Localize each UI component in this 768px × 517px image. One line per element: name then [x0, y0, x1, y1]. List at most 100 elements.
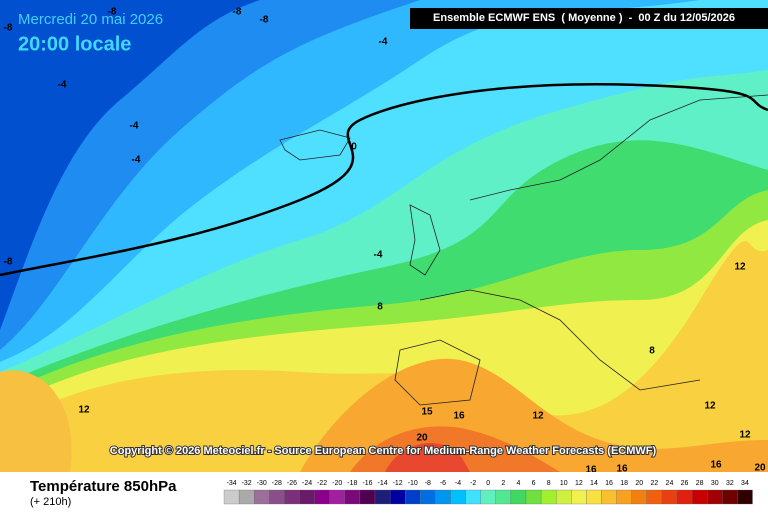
legend-label: -4: [455, 480, 461, 487]
footer-lead: (+ 210h): [30, 496, 71, 508]
contour-label: -4: [132, 155, 141, 166]
legend-swatch: [586, 489, 602, 505]
date: Mercredi 20 mai 2026: [18, 11, 163, 28]
legend-label: 26: [681, 480, 689, 487]
legend-label: 34: [741, 480, 749, 487]
legend-swatch: [616, 489, 632, 505]
contour-label: -8: [4, 23, 13, 34]
legend-label: 12: [575, 480, 583, 487]
legend-swatch: [359, 489, 376, 505]
legend-swatch: [556, 489, 572, 505]
legend-label: -32: [242, 480, 252, 487]
legend-label: -8: [425, 480, 431, 487]
legend-label: 0: [486, 480, 490, 487]
legend-swatch: [389, 489, 406, 505]
legend-swatch: [691, 489, 708, 505]
legend-swatch: [299, 489, 315, 505]
legend-swatch: [722, 489, 738, 505]
footer-title: Température 850hPa: [30, 478, 177, 495]
temperature-bands: [0, 0, 768, 472]
legend-label: -14: [377, 480, 387, 487]
contour-label: 12: [734, 262, 746, 273]
legend-label: 22: [650, 480, 658, 487]
contour-label: -4: [58, 80, 67, 91]
legend-label: 24: [666, 480, 674, 487]
copyright: Copyright © 2026 Meteociel.fr - Source E…: [110, 445, 657, 457]
legend-swatch: [631, 489, 647, 505]
contour-label: -8: [260, 15, 269, 26]
contour-label: 12: [78, 405, 90, 416]
legend-label: -18: [347, 480, 357, 487]
legend-swatch: [661, 489, 678, 505]
legend-label: 32: [726, 480, 734, 487]
legend-swatch: [646, 489, 663, 505]
contour-label: 8: [649, 346, 655, 357]
legend-swatch: [314, 489, 330, 505]
legend-label: -10: [408, 480, 418, 487]
contour-label: -8: [233, 7, 242, 18]
contour-label: 16: [710, 460, 722, 471]
legend: -34 -32 -30 -28 -26 -24 -22 -20 -18 -16 -14 -12 -10-…: [223, 480, 753, 505]
legend-label: -34: [226, 480, 236, 487]
contour-label: 20: [416, 433, 428, 444]
contour-label: 12: [739, 430, 751, 441]
legend-swatch: [269, 489, 285, 505]
legend-label: 18: [620, 480, 628, 487]
legend-label: 2: [501, 480, 505, 487]
local-time: 20:00 locale: [18, 33, 131, 55]
legend-label: -24: [302, 480, 312, 487]
legend-swatch: [435, 489, 451, 505]
legend-label: 10: [560, 480, 568, 487]
contour-label: -4: [130, 121, 139, 132]
contour-label: 8: [377, 302, 383, 313]
contour-label: 20: [754, 463, 766, 474]
legend-swatch: [344, 489, 361, 505]
legend-label: -2: [470, 480, 476, 487]
contour-label: 12: [532, 411, 544, 422]
contour-label: -8: [108, 7, 117, 18]
legend-label: 14: [590, 480, 598, 487]
legend-label: 28: [696, 480, 704, 487]
legend-swatch: [374, 489, 391, 505]
legend-swatch: [601, 489, 617, 505]
legend-label: -26: [287, 480, 297, 487]
legend-label: -12: [393, 480, 403, 487]
legend-swatch: [284, 489, 300, 505]
legend-label: -20: [332, 480, 342, 487]
legend-swatch: [450, 489, 466, 505]
legend-label: -16: [362, 480, 372, 487]
legend-label: 8: [547, 480, 551, 487]
run-info: Ensemble ECMWF ENS ( Moyenne ) - 00 Z du…: [433, 12, 735, 24]
legend-label: 16: [605, 480, 613, 487]
contour-label: 0: [351, 142, 357, 153]
legend-swatch: [329, 489, 345, 505]
legend-swatch: [254, 489, 270, 505]
legend-swatch: [571, 489, 587, 505]
contour-label: -4: [374, 250, 383, 261]
legend-label: 6: [532, 480, 536, 487]
legend-swatch: [405, 489, 421, 505]
legend-label: 30: [711, 480, 719, 487]
zero-isotherm: [0, 82, 768, 277]
coastlines: [279, 94, 768, 406]
contour-label: 16: [453, 411, 465, 422]
legend-swatch: [495, 489, 512, 505]
legend-swatch: [510, 489, 527, 505]
legend-swatch: [223, 489, 240, 505]
legend-label: 4: [516, 480, 520, 487]
contour-label: 12: [704, 401, 716, 412]
contour-label: 16: [616, 464, 628, 475]
run-box: [410, 8, 768, 29]
legend-label: -28: [272, 480, 282, 487]
legend-swatch: [480, 489, 496, 505]
legend-label: -6: [440, 480, 446, 487]
legend-swatch: [676, 489, 693, 505]
legend-swatch: [525, 489, 542, 505]
legend-swatch: [540, 489, 557, 505]
legend-swatch: [420, 489, 436, 505]
contour-label: 16: [585, 465, 597, 476]
legend-label: -30: [257, 480, 267, 487]
legend-label: 20: [635, 480, 643, 487]
legend-swatch: [737, 489, 753, 505]
